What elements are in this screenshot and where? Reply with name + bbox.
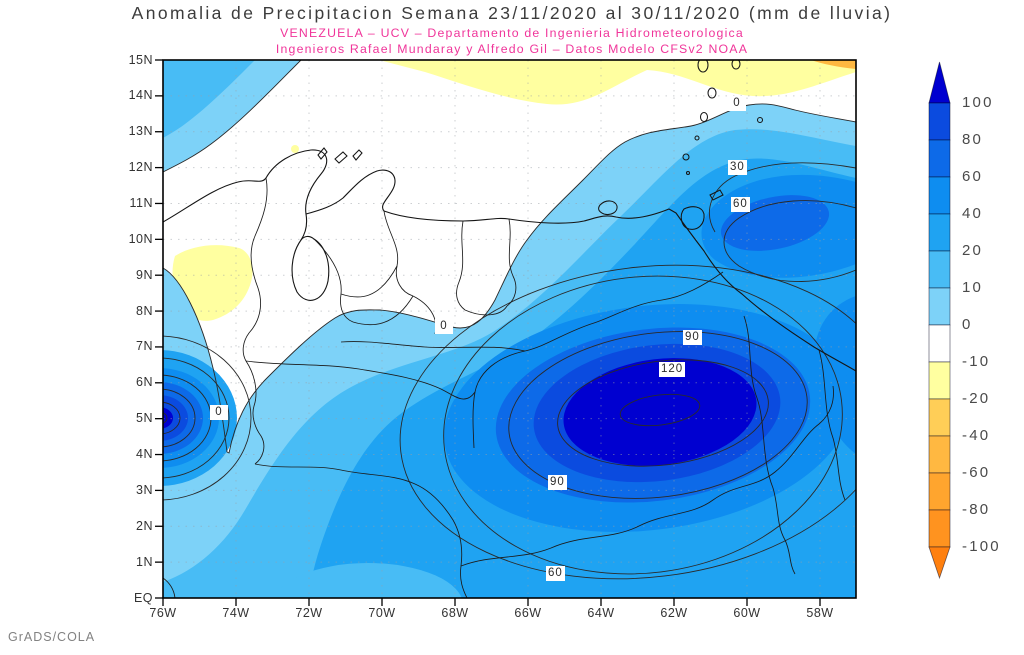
chart-title: Anomalia de Precipitacion Semana 23/11/2… [131,3,893,23]
x-axis-label: 76W [149,606,177,620]
contour-label: 0 [210,405,228,420]
fill-dry-west-patch [172,245,253,321]
y-axis-label: 11N [129,195,153,210]
colorbar [928,60,1021,590]
y-axis-label: 5N [136,411,153,426]
contour-label: 30 [728,160,747,175]
geography-lines [163,60,856,598]
colorbar-arrow-top [928,61,951,104]
contour-label: 0 [435,319,453,334]
y-axis-label: 3N [136,482,153,497]
fill-west-bullseye-100 [163,395,188,441]
colorbar-level-label: -40 [962,427,991,444]
y-axis-label: 7N [136,339,153,354]
contour-lines [163,60,856,580]
y-axis-label: EQ [133,590,153,605]
colorbar-segment [928,213,951,252]
y-axis-label: 15N [128,52,153,67]
x-axis-label: 72W [295,606,323,620]
chart-subtitle-institution: VENEZUELA – UCV – Departamento de Ingeni… [280,26,744,40]
y-axis-label: 10N [128,231,153,246]
colorbar-segment [928,398,951,437]
contour-label: 120 [659,362,686,377]
axis-tick-marks [155,59,821,606]
x-axis-label: 58W [806,606,834,620]
colorbar-level-label: -20 [962,390,991,407]
y-axis-label: 1N [136,554,153,569]
fill-core-max [563,358,757,466]
colorbar-segment [928,361,951,400]
fill-west-bullseye-max [163,407,173,429]
map-svg [155,59,857,606]
fill-dry-dot [291,145,299,153]
colorbar-segment [928,509,951,548]
chart-subtitle-authors: Ingenieros Rafael Mundaray y Alfredo Gil… [275,42,749,56]
contour-label: 60 [731,197,750,212]
colorbar-level-label: -60 [962,464,991,481]
colorbar-level-label: -10 [962,353,991,370]
x-axis-label: 66W [514,606,542,620]
y-axis-label: 6N [136,375,153,390]
y-axis-label: 9N [136,267,153,282]
y-axis-label: 4N [136,447,153,462]
fill-wet-bottom-light [274,563,462,598]
colorbar-segment [928,250,951,289]
contour-label: 60 [546,566,565,581]
colorbar-arrow-bottom [928,546,951,580]
x-axis-label: 68W [441,606,469,620]
map-plot-area [155,59,857,606]
colorbar-segment [928,324,951,363]
colorbar-segment [928,435,951,474]
x-axis-label: 62W [660,606,688,620]
colorbar-level-label: 80 [962,131,984,148]
colorbar-segment [928,176,951,215]
fill-dry-top-band [379,60,856,105]
y-axis-label: 2N [136,518,153,533]
y-axis-label: 14N [128,88,153,103]
x-axis-label: 60W [733,606,761,620]
plot-frame [162,59,857,599]
fill-dry-corner [811,60,856,69]
colorbar-level-label: 10 [962,279,984,296]
y-axis-label: 12N [128,160,153,175]
colorbar-segment [928,287,951,326]
x-axis-label: 64W [587,606,615,620]
grads-credit: GrADS/COLA [8,630,96,644]
fill-wet-nw-wedge-inner [163,60,255,138]
x-axis-label: 74W [222,606,250,620]
colorbar-segment [928,139,951,178]
colorbar-level-label: 100 [962,94,994,111]
y-axis-label: 8N [136,303,153,318]
colorbar-segment [928,472,951,511]
y-axis-label: 13N [128,124,153,139]
colorbar-svg [928,61,951,580]
colorbar-segment [928,102,951,141]
colorbar-level-label: 0 [962,316,973,333]
contour-label: 0 [728,96,746,111]
colorbar-level-label: 20 [962,242,984,259]
colorbar-level-label: -80 [962,501,991,518]
colorbar-level-label: 60 [962,168,984,185]
contour-label: 90 [683,330,702,345]
contour-label: 90 [548,475,567,490]
colorbar-level-label: 40 [962,205,984,222]
x-axis-label: 70W [368,606,396,620]
colorbar-level-label: -100 [962,538,1001,555]
